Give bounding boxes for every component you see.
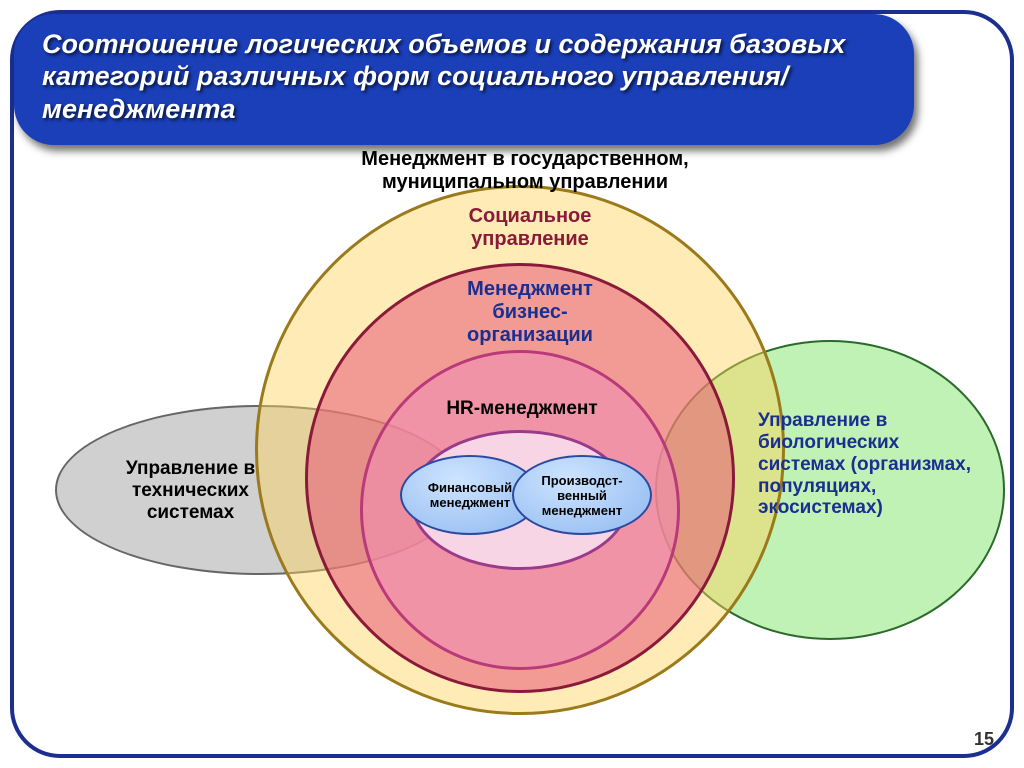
label-social-management: Социальное управление (440, 205, 620, 251)
label-biological-systems: Управление в биологических системах (орг… (758, 410, 983, 519)
label-business-management: Менеджмент бизнес-организации (435, 278, 625, 347)
page-number: 15 (974, 729, 994, 750)
label-technical-systems: Управление в технических системах (98, 458, 283, 524)
label-government-management: Менеджмент в государственном, муниципаль… (330, 148, 720, 194)
label-hr-management: HR-менеджмент (432, 398, 612, 420)
venn-diagram: Финансовый менеджмент Производст-венный … (0, 0, 1024, 768)
ellipse-production-management: Производст-венный менеджмент (512, 455, 652, 535)
label-production-management: Производст-венный менеджмент (514, 473, 650, 518)
